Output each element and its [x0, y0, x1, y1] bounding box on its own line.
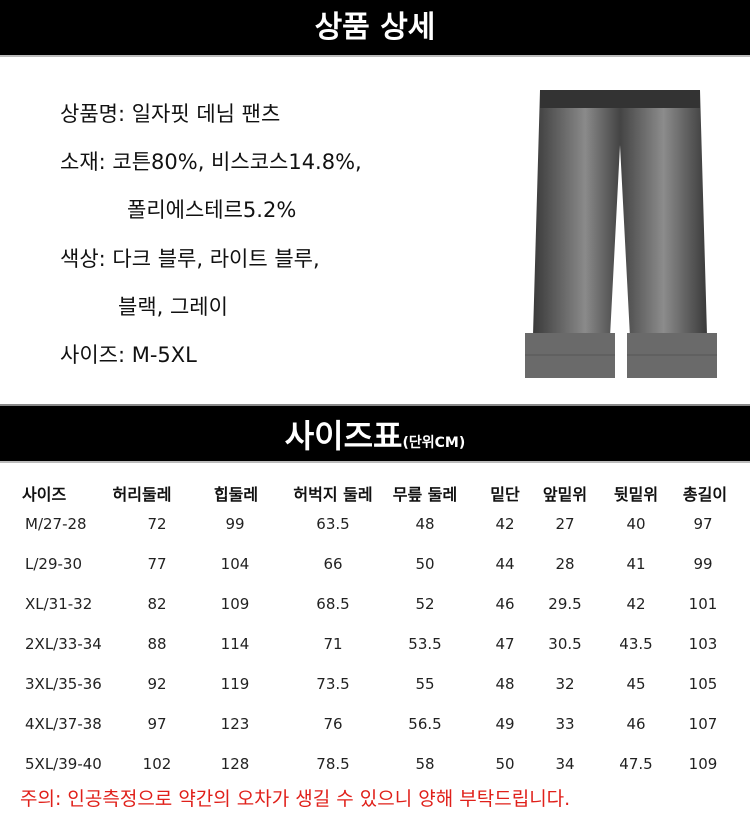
- table-cell: 28: [555, 555, 575, 573]
- table-cell: 45: [626, 675, 646, 693]
- table-cell: 44: [495, 555, 515, 573]
- table-cell: 114: [220, 635, 250, 653]
- table-cell: 49: [495, 715, 515, 733]
- table-cell: 97: [693, 515, 713, 533]
- table-cell: 73.5: [316, 675, 350, 693]
- table-cell: 119: [220, 675, 250, 693]
- table-cell: 63.5: [316, 515, 350, 533]
- table-cell: 102: [142, 755, 172, 773]
- table-cell: 50: [495, 755, 515, 773]
- column-header: 허리둘레: [112, 485, 172, 504]
- table-cell: L/29-30: [25, 555, 82, 573]
- table-cell: 34: [555, 755, 575, 773]
- info-color: 색상: 다크 블루, 라이트 블루,: [60, 247, 320, 271]
- table-cell: 101: [688, 595, 718, 613]
- table-cell: 103: [688, 635, 718, 653]
- column-header: 힙둘레: [213, 485, 259, 504]
- table-cell: 43.5: [619, 635, 653, 653]
- column-header: 총길이: [682, 485, 728, 504]
- table-cell: 48: [415, 515, 435, 533]
- size-chart-header: 사이즈표(단위CM): [0, 404, 750, 463]
- column-header: 사이즈: [22, 485, 67, 504]
- table-cell: 47.5: [619, 755, 653, 773]
- table-cell: 32: [555, 675, 575, 693]
- table-cell: 46: [626, 715, 646, 733]
- header-title: 상품 상세: [314, 10, 436, 45]
- table-cell: 82: [147, 595, 167, 613]
- product-image: [525, 90, 717, 378]
- table-cell: 77: [147, 555, 167, 573]
- table-cell: 40: [626, 515, 646, 533]
- table-cell: 71: [323, 635, 343, 653]
- table-cell: 128: [220, 755, 250, 773]
- table-cell: 42: [626, 595, 646, 613]
- table-cell: 66: [323, 555, 343, 573]
- table-cell: 78.5: [316, 755, 350, 773]
- table-row: XL/31-32 82 109 68.5 52 46 29.5 42 101: [0, 589, 750, 619]
- info-product-name: 상품명: 일자핏 데님 팬츠: [60, 102, 281, 126]
- table-cell: 99: [225, 515, 245, 533]
- table-row: 3XL/35-36 92 119 73.5 55 48 32 45 105: [0, 669, 750, 699]
- table-cell: 48: [495, 675, 515, 693]
- table-cell: 41: [626, 555, 646, 573]
- info-color-cont: 블랙, 그레이: [118, 295, 228, 319]
- table-row: 4XL/37-38 97 123 76 56.5 49 33 46 107: [0, 709, 750, 739]
- table-cell: 29.5: [548, 595, 582, 613]
- column-header: 허벅지 둘레: [293, 485, 373, 504]
- size-chart-title: 사이즈표: [284, 417, 403, 455]
- table-cell: 2XL/33-34: [25, 635, 102, 653]
- table-cell: 123: [220, 715, 250, 733]
- table-cell: 105: [688, 675, 718, 693]
- column-header: 무릎 둘레: [392, 485, 458, 504]
- table-cell: 27: [555, 515, 575, 533]
- table-cell: 50: [415, 555, 435, 573]
- table-cell: 3XL/35-36: [25, 675, 102, 693]
- product-detail-header: 상품 상세: [0, 0, 750, 57]
- table-cell: 52: [415, 595, 435, 613]
- table-cell: XL/31-32: [25, 595, 93, 613]
- table-cell: 5XL/39-40: [25, 755, 102, 773]
- column-header: 밑단: [490, 485, 520, 504]
- table-cell: 47: [495, 635, 515, 653]
- measurement-note: 주의: 인공측정으로 약간의 오차가 생길 수 있으니 양해 부탁드립니다.: [20, 788, 571, 810]
- table-cell: 4XL/37-38: [25, 715, 102, 733]
- table-cell: 42: [495, 515, 515, 533]
- column-header: 뒷밑위: [613, 485, 659, 504]
- table-cell: 104: [220, 555, 250, 573]
- table-row: L/29-30 77 104 66 50 44 28 41 99: [0, 549, 750, 579]
- table-row: 2XL/33-34 88 114 71 53.5 47 30.5 43.5 103: [0, 629, 750, 659]
- table-row: M/27-28 72 99 63.5 48 42 27 40 97: [0, 509, 750, 539]
- table-cell: 109: [220, 595, 250, 613]
- table-cell: 72: [147, 515, 167, 533]
- table-cell: 109: [688, 755, 718, 773]
- table-cell: 99: [693, 555, 713, 573]
- table-cell: 30.5: [548, 635, 582, 653]
- table-cell: 53.5: [408, 635, 442, 653]
- table-cell: 46: [495, 595, 515, 613]
- table-cell: M/27-28: [25, 515, 87, 533]
- table-cell: 68.5: [316, 595, 350, 613]
- table-row: 5XL/39-40 102 128 78.5 58 50 34 47.5 109: [0, 749, 750, 779]
- table-cell: 55: [415, 675, 435, 693]
- info-material: 소재: 코튼80%, 비스코스14.8%,: [60, 150, 362, 174]
- column-header: 앞밑위: [542, 485, 588, 504]
- size-chart-unit: (단위CM): [402, 435, 466, 451]
- info-size: 사이즈: M-5XL: [60, 343, 197, 367]
- table-cell: 76: [323, 715, 343, 733]
- table-cell: 56.5: [408, 715, 442, 733]
- table-cell: 107: [688, 715, 718, 733]
- table-header: 사이즈 허리둘레 힙둘레 허벅지 둘레 무릎 둘레 밑단 앞밑위 뒷밑위 총길이: [0, 480, 750, 510]
- info-material-cont: 폴리에스테르5.2%: [127, 198, 297, 222]
- table-cell: 33: [555, 715, 575, 733]
- table-cell: 88: [147, 635, 167, 653]
- table-cell: 92: [147, 675, 167, 693]
- table-cell: 58: [415, 755, 435, 773]
- table-cell: 97: [147, 715, 167, 733]
